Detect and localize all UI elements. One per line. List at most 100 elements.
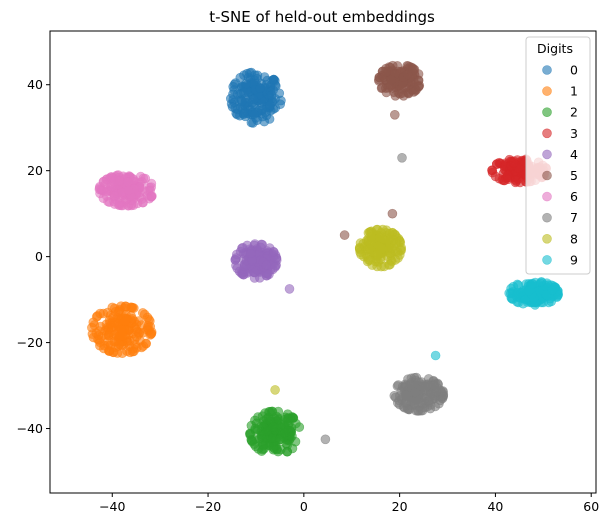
legend-marker-5 bbox=[542, 170, 552, 181]
point-1 bbox=[125, 347, 135, 358]
point-1 bbox=[145, 321, 155, 332]
point-7 bbox=[401, 390, 411, 401]
point-3 bbox=[510, 175, 521, 185]
point-4 bbox=[270, 262, 280, 272]
outlier-point-7 bbox=[397, 153, 407, 163]
point-9 bbox=[507, 293, 517, 304]
point-8 bbox=[364, 244, 375, 254]
point-7 bbox=[417, 405, 428, 416]
legend-marker-0 bbox=[542, 65, 552, 75]
point-3 bbox=[490, 171, 501, 182]
legend-box bbox=[525, 36, 591, 275]
point-6 bbox=[123, 177, 133, 187]
data-points bbox=[87, 60, 564, 457]
point-0 bbox=[228, 82, 238, 92]
legend-marker-3 bbox=[542, 128, 552, 139]
point-1 bbox=[112, 348, 123, 358]
point-0 bbox=[237, 96, 247, 107]
point-1 bbox=[131, 331, 142, 342]
point-5 bbox=[402, 69, 413, 80]
plot-frame bbox=[49, 30, 597, 494]
point-6 bbox=[109, 199, 120, 209]
point-4 bbox=[250, 267, 260, 278]
y-tick-label: 20 bbox=[27, 163, 43, 178]
outlier-point-5 bbox=[389, 110, 400, 120]
point-0 bbox=[265, 100, 275, 111]
point-8 bbox=[376, 228, 387, 238]
y-tick-label: 40 bbox=[27, 77, 43, 92]
point-2 bbox=[271, 411, 282, 422]
point-4 bbox=[261, 260, 272, 270]
point-7 bbox=[406, 380, 416, 390]
outlier-point-9 bbox=[430, 350, 441, 361]
y-axis: −40 −20 0 20 40 bbox=[17, 77, 50, 436]
point-2 bbox=[268, 442, 279, 452]
chart-title: t-SNE of held-out embeddings bbox=[209, 8, 435, 26]
point-6 bbox=[94, 184, 105, 195]
point-6 bbox=[146, 191, 156, 202]
point-4 bbox=[255, 242, 266, 253]
legend-label-2: 2 bbox=[570, 105, 578, 120]
legend-marker-4 bbox=[542, 149, 552, 160]
point-4 bbox=[246, 248, 256, 259]
point-5 bbox=[398, 91, 409, 101]
x-tick-label: −20 bbox=[195, 499, 221, 514]
series-6 bbox=[94, 170, 157, 211]
series-9 bbox=[504, 277, 564, 310]
point-2 bbox=[282, 446, 293, 457]
point-6 bbox=[98, 176, 109, 187]
x-tick-label: 0 bbox=[300, 499, 308, 514]
legend-label-6: 6 bbox=[570, 189, 578, 204]
point-0 bbox=[227, 102, 238, 112]
point-1 bbox=[104, 330, 114, 341]
legend-label-0: 0 bbox=[570, 63, 578, 78]
x-tick-label: 20 bbox=[392, 499, 408, 514]
outlier-point-5 bbox=[339, 230, 350, 240]
x-axis: −40 −20 0 20 40 60 bbox=[99, 493, 599, 514]
point-0 bbox=[239, 70, 249, 80]
legend-label-8: 8 bbox=[570, 231, 578, 246]
point-0 bbox=[239, 109, 249, 119]
point-9 bbox=[547, 285, 558, 295]
point-1 bbox=[91, 328, 102, 339]
outlier-point-4 bbox=[284, 284, 295, 294]
point-7 bbox=[423, 395, 434, 406]
series-0 bbox=[226, 67, 286, 128]
series-1 bbox=[87, 301, 157, 359]
point-6 bbox=[123, 185, 134, 196]
point-5 bbox=[376, 83, 387, 93]
legend-label-7: 7 bbox=[570, 210, 578, 225]
point-2 bbox=[287, 431, 297, 442]
point-7 bbox=[431, 386, 442, 397]
point-0 bbox=[255, 83, 265, 93]
legend-label-9: 9 bbox=[570, 252, 578, 267]
point-1 bbox=[110, 306, 121, 317]
point-8 bbox=[387, 243, 397, 254]
legend-marker-8 bbox=[542, 234, 552, 244]
point-2 bbox=[294, 422, 305, 432]
point-5 bbox=[413, 82, 424, 92]
legend-marker-6 bbox=[542, 191, 552, 202]
legend-label-3: 3 bbox=[570, 126, 578, 141]
point-0 bbox=[276, 95, 286, 106]
point-1 bbox=[95, 340, 105, 351]
point-5 bbox=[386, 75, 397, 85]
point-1 bbox=[120, 316, 131, 327]
point-7 bbox=[435, 395, 446, 406]
point-5 bbox=[381, 66, 391, 77]
point-8 bbox=[385, 259, 395, 270]
point-0 bbox=[249, 109, 260, 119]
point-1 bbox=[136, 342, 147, 353]
legend-marker-2 bbox=[542, 107, 552, 117]
series-8 bbox=[354, 224, 407, 272]
x-tick-label: 40 bbox=[487, 499, 503, 514]
point-1 bbox=[116, 324, 127, 335]
point-8 bbox=[372, 249, 383, 260]
y-tick-label: −20 bbox=[17, 335, 43, 350]
point-8 bbox=[356, 249, 366, 260]
point-2 bbox=[258, 440, 269, 451]
legend-title: Digits bbox=[537, 41, 573, 56]
point-4 bbox=[231, 253, 241, 263]
series-4 bbox=[230, 239, 282, 283]
